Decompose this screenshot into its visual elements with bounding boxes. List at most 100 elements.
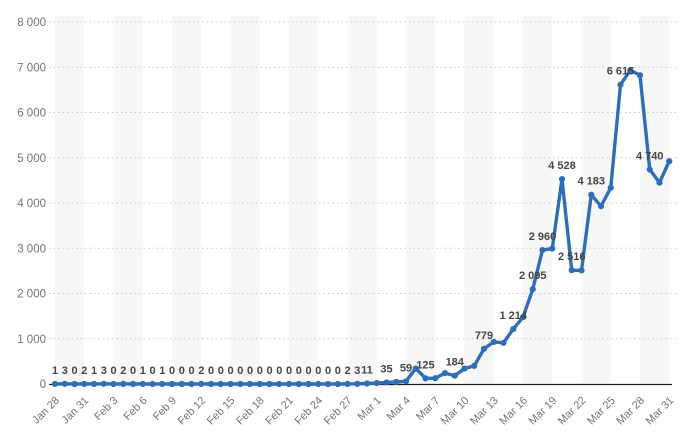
data-point[interactable]	[500, 339, 507, 346]
data-point[interactable]	[324, 380, 332, 388]
point-label: 1 214	[499, 310, 527, 322]
x-axis-tick-label: Feb 24	[293, 395, 326, 428]
data-point[interactable]	[81, 380, 88, 388]
data-point[interactable]	[607, 184, 614, 191]
data-point[interactable]	[558, 176, 566, 183]
data-point[interactable]	[168, 380, 176, 388]
data-point[interactable]	[100, 380, 107, 387]
x-axis-tick-label: Feb 3	[92, 395, 120, 423]
data-point[interactable]	[139, 380, 146, 388]
data-point[interactable]	[227, 380, 234, 388]
data-point[interactable]	[510, 325, 517, 333]
data-point[interactable]	[627, 67, 634, 74]
data-point[interactable]	[666, 158, 673, 165]
point-label: 2	[120, 365, 126, 377]
data-point[interactable]	[129, 380, 137, 388]
data-point[interactable]	[617, 81, 624, 88]
data-point[interactable]	[334, 380, 341, 388]
data-point[interactable]	[441, 369, 449, 377]
point-label: 779	[475, 330, 493, 342]
data-point[interactable]	[354, 380, 361, 387]
data-point[interactable]	[656, 179, 663, 186]
x-axis-tick-label: Mar 31	[644, 395, 677, 428]
data-point[interactable]	[237, 380, 244, 388]
data-point[interactable]	[383, 379, 390, 386]
x-axis-tick-label: Jan 28	[30, 395, 62, 427]
data-point[interactable]	[315, 380, 322, 388]
point-label: 4 183	[577, 176, 605, 188]
data-point[interactable]	[402, 378, 410, 385]
point-label: 1	[159, 365, 165, 377]
data-point[interactable]	[266, 380, 273, 388]
data-point[interactable]	[519, 314, 527, 321]
data-point[interactable]	[461, 365, 468, 372]
data-point[interactable]	[120, 380, 127, 388]
point-label: 3	[62, 365, 68, 377]
y-axis-tick-label: 6 000	[17, 108, 46, 120]
x-axis-tick-label: Feb 21	[263, 395, 296, 428]
y-axis-tick-label: 4 000	[17, 198, 46, 210]
data-point[interactable]	[490, 338, 497, 346]
data-point[interactable]	[246, 380, 254, 388]
point-label: 0	[227, 365, 233, 377]
x-axis-tick-label: Mar 28	[614, 395, 647, 428]
data-point[interactable]	[276, 380, 283, 388]
data-point[interactable]	[344, 380, 351, 388]
point-label: 1	[91, 365, 97, 377]
point-label: 0	[71, 365, 77, 377]
y-axis-tick-label: 1 000	[17, 334, 46, 346]
data-point[interactable]	[178, 380, 185, 388]
data-point[interactable]	[363, 380, 371, 387]
data-point[interactable]	[207, 380, 215, 388]
data-point[interactable]	[149, 380, 156, 388]
data-point[interactable]	[568, 267, 575, 274]
point-label: 1	[140, 365, 146, 377]
data-point[interactable]	[159, 380, 166, 388]
data-point[interactable]	[217, 380, 224, 388]
point-label: 0	[276, 365, 282, 377]
point-label: 3	[101, 365, 107, 377]
data-point[interactable]	[61, 380, 68, 387]
data-point[interactable]	[539, 246, 546, 254]
x-axis-tick-label: Mar 19	[527, 395, 560, 428]
data-point[interactable]	[295, 380, 302, 388]
x-axis-tick-label: Mar 22	[556, 395, 589, 428]
point-label: 0	[188, 365, 194, 377]
data-point[interactable]	[51, 380, 59, 388]
point-label: 2	[81, 365, 87, 377]
data-point[interactable]	[393, 378, 400, 386]
data-point[interactable]	[646, 166, 653, 173]
point-label: 0	[257, 365, 263, 377]
data-point[interactable]	[549, 245, 556, 252]
point-label: 0	[179, 365, 185, 377]
data-point[interactable]	[188, 380, 195, 388]
data-point[interactable]	[636, 72, 644, 79]
data-point[interactable]	[432, 375, 439, 382]
point-label: 184	[446, 357, 465, 369]
point-label: 0	[130, 365, 136, 377]
data-point[interactable]	[71, 380, 78, 388]
data-point[interactable]	[578, 267, 585, 274]
data-point[interactable]	[412, 365, 419, 372]
plot-alt-band	[230, 16, 260, 384]
data-point[interactable]	[471, 362, 478, 369]
data-point[interactable]	[198, 380, 205, 388]
data-point[interactable]	[480, 345, 488, 352]
data-point[interactable]	[588, 191, 595, 198]
data-point[interactable]	[256, 380, 263, 388]
plot-alt-band	[347, 16, 377, 384]
data-point[interactable]	[285, 380, 293, 388]
x-axis-tick-label: Mar 25	[585, 395, 618, 428]
data-point[interactable]	[597, 203, 605, 210]
data-point[interactable]	[110, 380, 117, 388]
x-axis-tick-label: Feb 12	[176, 395, 209, 428]
point-label: 0	[237, 365, 243, 377]
data-point[interactable]	[451, 372, 458, 379]
data-line	[53, 68, 671, 386]
data-point[interactable]	[373, 379, 380, 387]
data-point[interactable]	[90, 380, 98, 388]
data-point[interactable]	[422, 375, 429, 382]
plot-alt-band	[289, 16, 319, 384]
data-point[interactable]	[305, 380, 312, 388]
data-point[interactable]	[529, 286, 536, 293]
